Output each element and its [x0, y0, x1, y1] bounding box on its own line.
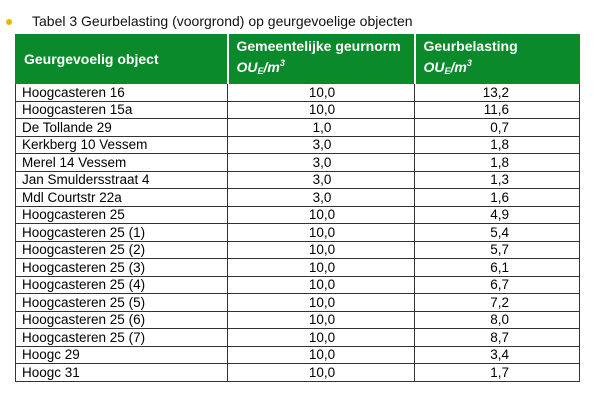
bullet-icon: [6, 19, 12, 25]
header-norm: Gemeentelijke geurnorm OUE/m3: [226, 34, 415, 84]
header-object: Geurgevoelig object: [15, 34, 228, 84]
table-row: Hoogcasteren 25 10,0 4,9: [15, 205, 580, 224]
table-row: Hoogc 29 10,0 3,4: [15, 345, 580, 364]
cell-norm: 3,0: [227, 170, 415, 189]
table-row: Hoogcasteren 25 (6) 10,0 8,0: [15, 310, 580, 329]
cell-norm: 10,0: [227, 328, 415, 347]
cell-load: 1,8: [414, 153, 580, 172]
table-row: Jan Smuldersstraat 4 3,0 1,3: [15, 170, 580, 189]
cell-load: 3,4: [414, 345, 580, 364]
cell-load: 11,6: [414, 100, 580, 119]
cell-object: Hoogcasteren 25 (1): [15, 223, 228, 242]
cell-object: Hoogcasteren 25: [15, 205, 228, 224]
cell-object: Jan Smuldersstraat 4: [15, 170, 228, 189]
header-load-label: Geurbelasting: [423, 38, 518, 54]
table-row: Hoogcasteren 25 (7) 10,0 8,7: [15, 328, 580, 347]
cell-norm: 10,0: [227, 310, 415, 329]
table-row: Mdl Courtstr 22a 3,0 1,6: [15, 188, 580, 207]
cell-norm: 3,0: [227, 135, 415, 154]
cell-load: 5,4: [414, 223, 580, 242]
odor-load-table: Geurgevoelig object Gemeentelijke geurno…: [15, 34, 580, 382]
cell-norm: 10,0: [227, 100, 415, 119]
cell-norm: 10,0: [227, 83, 415, 102]
cell-load: 1,6: [414, 188, 580, 207]
cell-load: 8,0: [414, 310, 580, 329]
table-row: Hoogc 31 10,0 1,7: [15, 363, 580, 382]
cell-load: 0,7: [414, 118, 580, 137]
cell-object: Hoogcasteren 25 (3): [15, 258, 228, 277]
caption-text: Tabel 3 Geurbelasting (voorgrond) op geu…: [32, 13, 413, 29]
cell-norm: 10,0: [227, 345, 415, 364]
cell-norm: 10,0: [227, 240, 415, 259]
table-row: Hoogcasteren 25 (1) 10,0 5,4: [15, 223, 580, 242]
table-row: Hoogcasteren 25 (3) 10,0 6,1: [15, 258, 580, 277]
header-load-unit: OUE/m3: [423, 58, 472, 76]
table-row: Merel 14 Vessem 3,0 1,8: [15, 153, 580, 172]
cell-object: Hoogc 29: [15, 345, 228, 364]
cell-object: Hoogc 31: [15, 363, 228, 382]
table-row: Hoogcasteren 25 (2) 10,0 5,7: [15, 240, 580, 259]
cell-load: 1,8: [414, 135, 580, 154]
cell-object: Hoogcasteren 25 (2): [15, 240, 228, 259]
cell-norm: 10,0: [227, 363, 415, 382]
cell-norm: 10,0: [227, 223, 415, 242]
table-row: Kerkberg 10 Vessem 3,0 1,8: [15, 135, 580, 154]
cell-norm: 10,0: [227, 205, 415, 224]
cell-object: Hoogcasteren 25 (4): [15, 275, 228, 294]
header-norm-label: Gemeentelijke geurnorm: [236, 38, 401, 54]
cell-object: Hoogcasteren 25 (7): [15, 328, 228, 347]
cell-object: Hoogcasteren 15a: [15, 100, 228, 119]
cell-object: Hoogcasteren 16: [15, 83, 228, 102]
cell-norm: 3,0: [227, 153, 415, 172]
cell-load: 8,7: [414, 328, 580, 347]
header-object-label: Geurgevoelig object: [24, 50, 159, 67]
table-row: Hoogcasteren 25 (4) 10,0 6,7: [15, 275, 580, 294]
table-body: Hoogcasteren 16 10,0 13,2 Hoogcasteren 15a 1…: [15, 83, 580, 382]
table-header-row: Geurgevoelig object Gemeentelijke geurno…: [15, 34, 580, 84]
table-row: Hoogcasteren 15a 10,0 11,6: [15, 100, 580, 119]
cell-object: Merel 14 Vessem: [15, 153, 228, 172]
cell-norm: 10,0: [227, 275, 415, 294]
cell-object: Mdl Courtstr 22a: [15, 188, 228, 207]
cell-load: 5,7: [414, 240, 580, 259]
cell-load: 6,7: [414, 275, 580, 294]
cell-load: 1,3: [414, 170, 580, 189]
cell-object: De Tollande 29: [15, 118, 228, 137]
cell-object: Kerkberg 10 Vessem: [15, 135, 228, 154]
cell-norm: 10,0: [227, 258, 415, 277]
cell-load: 1,7: [414, 363, 580, 382]
cell-norm: 10,0: [227, 293, 415, 312]
cell-load: 7,2: [414, 293, 580, 312]
header-load: Geurbelasting OUE/m3: [413, 34, 580, 84]
table-row: Hoogcasteren 25 (5) 10,0 7,2: [15, 293, 580, 312]
table-row: Hoogcasteren 16 10,0 13,2: [15, 83, 580, 102]
cell-object: Hoogcasteren 25 (6): [15, 310, 228, 329]
cell-load: 6,1: [414, 258, 580, 277]
cell-norm: 3,0: [227, 188, 415, 207]
cell-object: Hoogcasteren 25 (5): [15, 293, 228, 312]
header-norm-unit: OUE/m3: [236, 58, 285, 76]
cell-load: 13,2: [414, 83, 580, 102]
cell-load: 4,9: [414, 205, 580, 224]
table-row: De Tollande 29 1,0 0,7: [15, 118, 580, 137]
table-caption: Tabel 3 Geurbelasting (voorgrond) op geu…: [6, 10, 413, 32]
cell-norm: 1,0: [227, 118, 415, 137]
